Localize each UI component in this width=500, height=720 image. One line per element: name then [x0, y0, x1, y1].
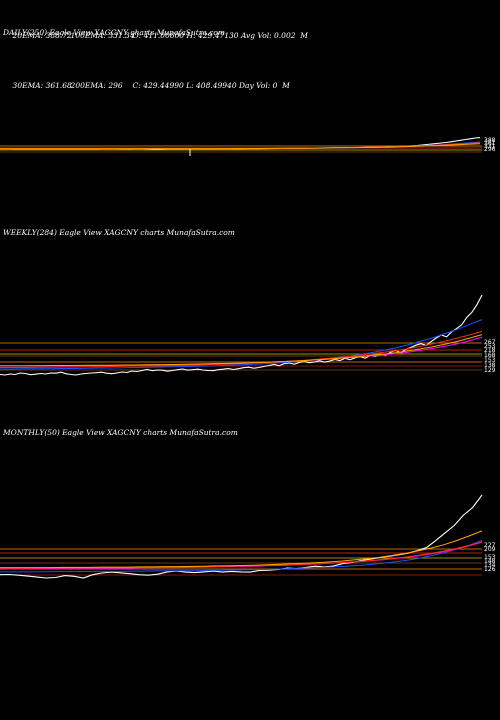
- header-ohlc-1: O: 411.00600 H: 429.47130 Avg Vol: 0.002…: [132, 31, 308, 40]
- daily-tick-label: 331: [484, 143, 496, 150]
- header-ohlc-2: C: 429.44990 L: 408.49940 Day Vol: 0 M: [132, 81, 290, 90]
- monthly-tick-label: 148: [484, 558, 496, 565]
- monthly-panel-label: MONTHLY(50) Eagle View XAGCNY charts Mun…: [3, 428, 238, 437]
- monthly-series-4: [0, 530, 483, 569]
- monthly-tick-label: 126: [484, 566, 496, 573]
- weekly-tick-label: 267: [484, 339, 496, 346]
- header-30ema: 30EMA: 361.68: [12, 81, 72, 90]
- weekly-tick-label: 218: [484, 347, 496, 354]
- monthly-tick-label: 209: [484, 546, 496, 553]
- daily-panel-label: DAILY(250) Eagle View XAGCNY charts Muna…: [3, 28, 226, 37]
- weekly-tick-label: 153: [484, 357, 496, 364]
- monthly-series-3: [0, 541, 483, 569]
- daily-tick-label: 296: [484, 146, 496, 153]
- header-200ema: 200EMA: 296: [70, 81, 123, 90]
- header-20ema: 20EMA: 388.72: [12, 31, 72, 40]
- header-row-1: 20EMA: 388.72100EMA: 331.34O: 411.00600 …: [3, 21, 308, 51]
- monthly-tick-label: 153: [484, 554, 496, 561]
- daily-series-3: [0, 143, 481, 150]
- weekly-series-4: [0, 334, 483, 367]
- weekly-tick-label: 138: [484, 362, 496, 369]
- weekly-panel-label: WEEKLY(284) Eagle View XAGCNY charts Mun…: [3, 228, 235, 237]
- weekly-series-1: [0, 319, 483, 370]
- daily-tick-label: 388: [484, 137, 496, 144]
- monthly-tick-label: 227: [484, 542, 496, 549]
- header-row-2: 30EMA: 361.68200EMA: 296 C: 429.44990 L: …: [3, 71, 308, 101]
- weekly-tick-label: 253: [484, 343, 496, 350]
- weekly-tick-label: 168: [484, 352, 496, 359]
- weekly-tick-label: 129: [484, 367, 496, 374]
- monthly-series-2: [0, 541, 483, 569]
- header-100ema: 100EMA: 331.34: [70, 31, 135, 40]
- monthly-series-1: [0, 539, 483, 573]
- chart-header: 20EMA: 388.72100EMA: 331.34O: 411.00600 …: [3, 1, 308, 111]
- monthly-tick-label: 134: [484, 562, 496, 569]
- daily-tick-label: 361: [484, 140, 496, 147]
